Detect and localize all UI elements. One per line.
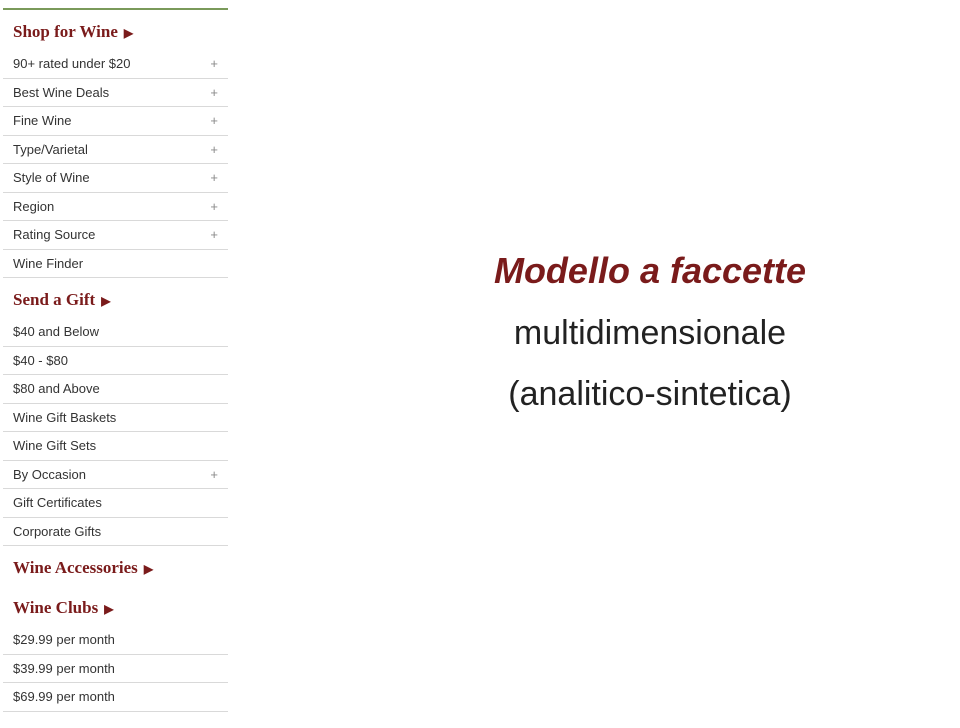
expand-icon[interactable]: +: [210, 83, 218, 103]
sidebar-item-label: Best Wine Deals: [13, 83, 109, 103]
content-title: Modello a faccette: [380, 250, 920, 292]
content-subtitle-1: multidimensionale: [380, 314, 920, 353]
sidebar-item-39-99-per-month[interactable]: $39.99 per month: [3, 655, 228, 684]
sidebar-item-wine-gift-sets[interactable]: Wine Gift Sets: [3, 432, 228, 461]
sidebar-item-label: Gift Certificates: [13, 493, 102, 513]
section-header-wine-accessories[interactable]: Wine Accessories ▶: [3, 546, 228, 586]
section-header-label: Shop for Wine: [13, 22, 118, 42]
expand-icon[interactable]: +: [210, 465, 218, 485]
chevron-right-icon: ▶: [101, 295, 110, 307]
sidebar-item-40-and-below[interactable]: $40 and Below: [3, 318, 228, 347]
sidebar-item-90plus-under-20[interactable]: 90+ rated under $20 +: [3, 50, 228, 79]
chevron-right-icon: ▶: [124, 27, 133, 39]
expand-icon[interactable]: +: [210, 111, 218, 131]
sidebar-item-wine-gift-baskets[interactable]: Wine Gift Baskets: [3, 404, 228, 433]
sidebar-item-label: 90+ rated under $20: [13, 54, 130, 74]
expand-icon[interactable]: +: [210, 225, 218, 245]
sidebar-item-label: Corporate Gifts: [13, 522, 101, 542]
main-content: Modello a faccette multidimensionale (an…: [380, 250, 920, 436]
sidebar-item-label: $29.99 per month: [13, 630, 115, 650]
expand-icon[interactable]: +: [210, 168, 218, 188]
sidebar-item-gift-certificates[interactable]: Gift Certificates: [3, 489, 228, 518]
expand-icon[interactable]: +: [210, 197, 218, 217]
sidebar-item-by-occasion[interactable]: By Occasion +: [3, 461, 228, 490]
sidebar-item-fine-wine[interactable]: Fine Wine +: [3, 107, 228, 136]
expand-icon[interactable]: +: [210, 140, 218, 160]
sidebar-item-best-wine-deals[interactable]: Best Wine Deals +: [3, 79, 228, 108]
sidebar-item-region[interactable]: Region +: [3, 193, 228, 222]
sidebar-item-label: Style of Wine: [13, 168, 90, 188]
sidebar-item-label: Wine Finder: [13, 254, 83, 274]
sidebar-item-label: Rating Source: [13, 225, 95, 245]
sidebar-item-label: Region: [13, 197, 54, 217]
sidebar-item-label: $40 and Below: [13, 322, 99, 342]
sidebar-item-29-99-per-month[interactable]: $29.99 per month: [3, 626, 228, 655]
sidebar-item-40-80[interactable]: $40 - $80: [3, 347, 228, 376]
sidebar-item-label: $39.99 per month: [13, 659, 115, 679]
sidebar-item-label: Fine Wine: [13, 111, 72, 131]
section-header-label: Wine Clubs: [13, 598, 98, 618]
sidebar-item-label: $40 - $80: [13, 351, 68, 371]
sidebar-item-label: Type/Varietal: [13, 140, 88, 160]
expand-icon[interactable]: +: [210, 54, 218, 74]
page: Shop for Wine ▶ 90+ rated under $20 + Be…: [0, 0, 960, 728]
section-header-wine-clubs[interactable]: Wine Clubs ▶: [3, 586, 228, 626]
sidebar-item-label: Wine Gift Baskets: [13, 408, 116, 428]
sidebar-item-label: Wine Gift Sets: [13, 436, 96, 456]
content-subtitle-2: (analitico-sintetica): [380, 375, 920, 414]
sidebar-item-wine-finder[interactable]: Wine Finder: [3, 250, 228, 279]
chevron-right-icon: ▶: [104, 603, 113, 615]
sidebar-item-label: $69.99 per month: [13, 687, 115, 707]
sidebar-item-label: $80 and Above: [13, 379, 100, 399]
sidebar-item-rating-source[interactable]: Rating Source +: [3, 221, 228, 250]
sidebar-nav: Shop for Wine ▶ 90+ rated under $20 + Be…: [3, 8, 228, 712]
section-header-shop-for-wine[interactable]: Shop for Wine ▶: [3, 10, 228, 50]
section-header-send-a-gift[interactable]: Send a Gift ▶: [3, 278, 228, 318]
chevron-right-icon: ▶: [144, 563, 153, 575]
sidebar-item-69-99-per-month[interactable]: $69.99 per month: [3, 683, 228, 712]
sidebar-item-style-of-wine[interactable]: Style of Wine +: [3, 164, 228, 193]
sidebar-item-type-varietal[interactable]: Type/Varietal +: [3, 136, 228, 165]
sidebar-item-corporate-gifts[interactable]: Corporate Gifts: [3, 518, 228, 547]
sidebar-item-label: By Occasion: [13, 465, 86, 485]
section-header-label: Send a Gift: [13, 290, 95, 310]
sidebar-item-80-and-above[interactable]: $80 and Above: [3, 375, 228, 404]
section-header-label: Wine Accessories: [13, 558, 138, 578]
